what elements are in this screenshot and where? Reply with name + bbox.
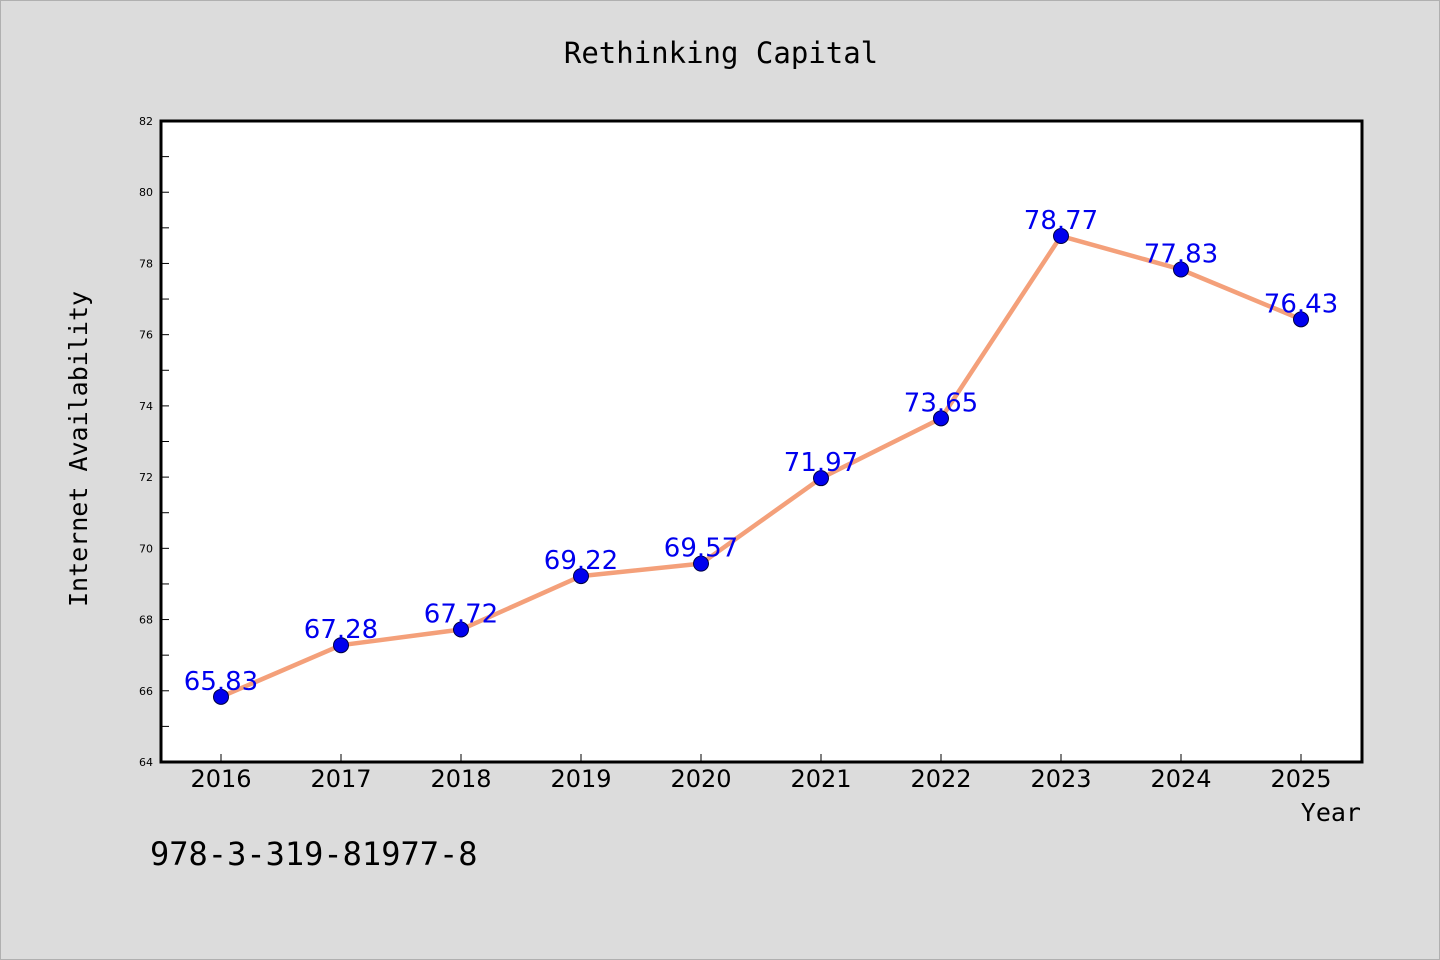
x-tick-label: 2022 xyxy=(910,765,971,793)
y-tick-label: 64 xyxy=(139,756,153,769)
y-axis-label: Internet Availability xyxy=(64,291,93,607)
data-point xyxy=(573,568,589,585)
y-tick-label: 78 xyxy=(139,257,153,270)
data-label: 69.57 xyxy=(664,534,738,564)
y-tick-label: 76 xyxy=(139,329,153,342)
data-point xyxy=(1173,261,1189,278)
data-label: 78.77 xyxy=(1024,206,1098,236)
data-labels: 65.83 67.28 67.72 69.22 69.57 71.97 73.65 78.77… xyxy=(184,206,1338,697)
x-tick-label: 2017 xyxy=(310,765,371,793)
series-layer xyxy=(213,228,1309,705)
y-tick-label: 74 xyxy=(139,400,153,413)
x-tick-label: 2023 xyxy=(1030,765,1091,793)
y-tick-label: 66 xyxy=(139,685,153,698)
data-label: 71.97 xyxy=(784,448,858,478)
y-tick-label: 82 xyxy=(139,115,153,128)
data-label: 67.28 xyxy=(304,615,378,645)
data-label: 73.65 xyxy=(904,388,978,418)
x-tick-label: 2019 xyxy=(550,765,611,793)
data-label: 76.43 xyxy=(1264,289,1338,319)
data-point xyxy=(453,621,469,638)
data-point xyxy=(213,688,229,705)
series-line xyxy=(218,233,1304,700)
data-point xyxy=(693,555,709,572)
x-tick-label: 2024 xyxy=(1150,765,1211,793)
x-axis-ticks: 2016 2017 2018 2019 2020 2021 2022 2023 2024 2025 xyxy=(190,754,1332,793)
isbn-text: 978-3-319-81977-8 xyxy=(150,835,478,873)
y-tick-label: 68 xyxy=(139,614,153,627)
x-tick-label: 2018 xyxy=(430,765,491,793)
data-point xyxy=(1293,311,1309,328)
data-label: 69.22 xyxy=(544,546,618,576)
x-tick-label: 2025 xyxy=(1270,765,1331,793)
plot-area xyxy=(159,119,1364,764)
y-tick-label: 72 xyxy=(139,471,153,484)
data-point xyxy=(1053,228,1069,245)
x-tick-label: 2016 xyxy=(190,765,251,793)
x-tick-label: 2021 xyxy=(790,765,851,793)
data-point xyxy=(333,637,349,654)
data-label: 65.83 xyxy=(184,667,258,697)
data-label: 77.83 xyxy=(1144,239,1218,269)
y-tick-label: 70 xyxy=(139,542,153,555)
x-axis-label: Year xyxy=(1301,798,1361,827)
data-point xyxy=(933,410,949,427)
data-label: 67.72 xyxy=(424,600,498,630)
chart-title: Rethinking Capital xyxy=(564,36,878,70)
x-tick-label: 2020 xyxy=(670,765,731,793)
y-axis-ticks: 64 66 68 70 72 74 76 78 80 82 xyxy=(139,115,169,769)
y-tick-label: 80 xyxy=(139,186,153,199)
data-point xyxy=(813,470,829,487)
